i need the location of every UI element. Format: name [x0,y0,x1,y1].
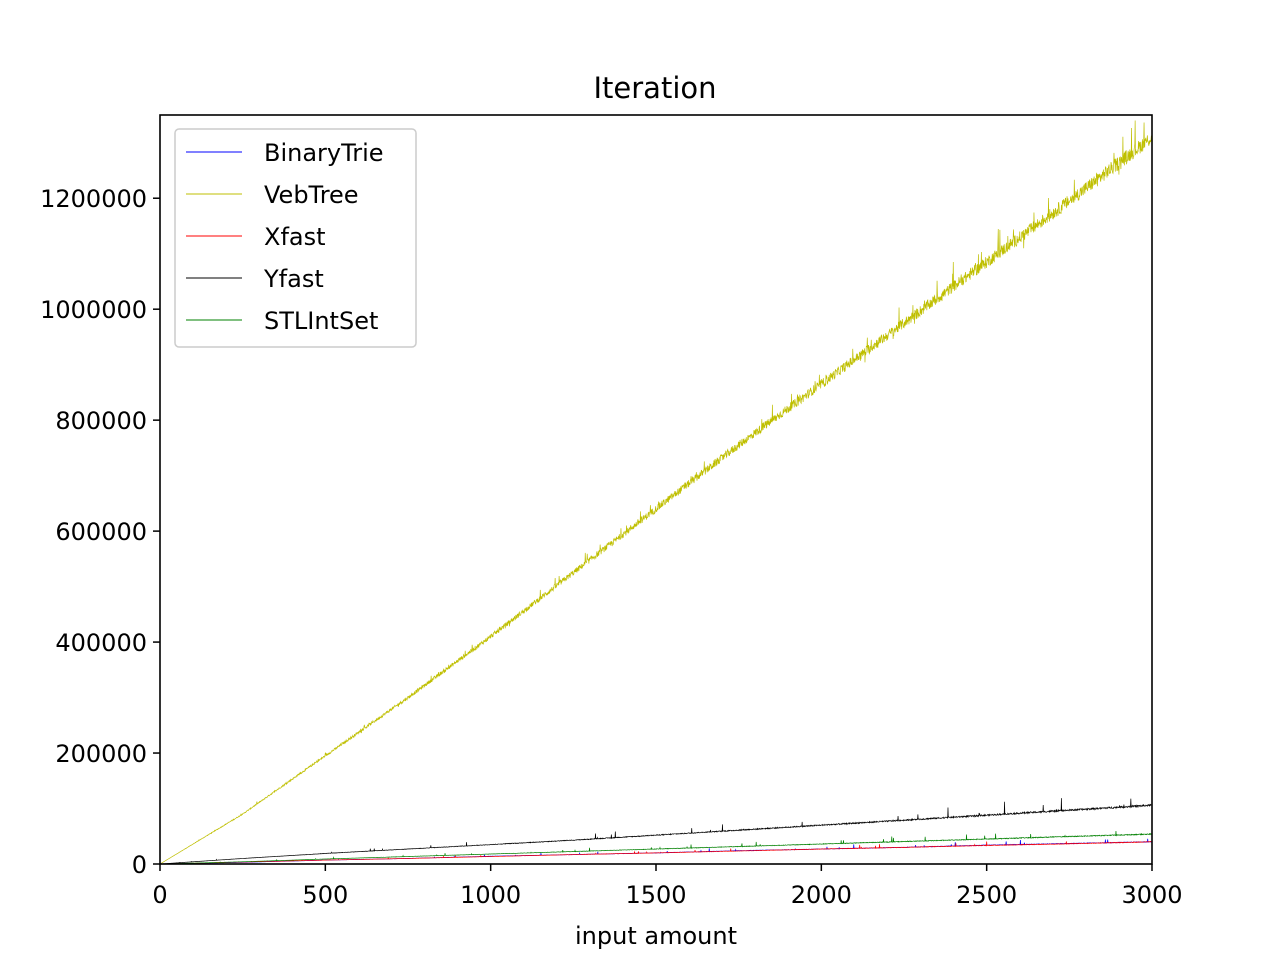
y-tick-label: 1000000 [40,296,147,324]
x-tick-label: 2000 [791,881,852,909]
x-axis: 0 500 1000 1500 2000 2500 3000 [152,864,1183,909]
legend-label-STLIntSet: STLIntSet [264,307,378,335]
y-axis: 0 200000 400000 600000 800000 1000000 1200000 [40,185,160,879]
y-tick-label: 1200000 [40,185,147,213]
x-tick-label: 1500 [625,881,686,909]
series-line-Yfast [160,798,1153,865]
y-tick-label: 800000 [55,407,147,435]
series-line-Xfast [160,841,1153,865]
series-line-STLIntSet [160,831,1153,865]
y-tick-label: 0 [132,851,147,879]
x-axis-label: input amount [575,922,737,950]
y-tick-label: 200000 [55,740,147,768]
plot-area [160,120,1153,865]
legend-label-BinaryTrie: BinaryTrie [264,139,384,167]
series-line-VebTree [160,120,1153,865]
y-tick-label: 600000 [55,518,147,546]
legend-box [174,128,417,348]
chart-title: Iteration [593,71,716,105]
legend-label-VebTree: VebTree [264,181,359,209]
y-tick-label: 400000 [55,629,147,657]
legend-label-Xfast: Xfast [264,223,326,251]
x-tick-label: 3000 [1121,881,1182,909]
x-tick-label: 2500 [956,881,1017,909]
x-tick-label: 500 [302,881,348,909]
legend-label-Yfast: Yfast [263,265,324,293]
legend: BinaryTrie VebTree Xfast Yfast STLIntSet [174,128,417,348]
x-tick-label: 1000 [460,881,521,909]
x-tick-label: 0 [152,881,167,909]
